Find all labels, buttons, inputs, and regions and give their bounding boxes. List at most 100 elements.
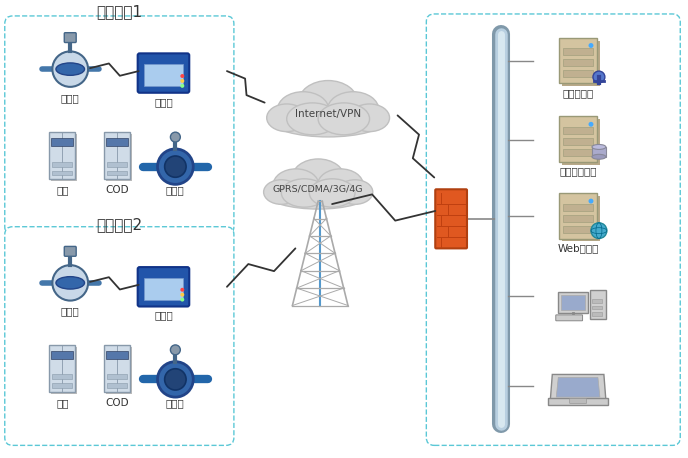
FancyBboxPatch shape (52, 134, 77, 181)
FancyBboxPatch shape (592, 312, 602, 316)
Circle shape (158, 149, 193, 185)
Circle shape (52, 265, 88, 300)
Ellipse shape (273, 169, 319, 201)
FancyBboxPatch shape (52, 347, 77, 394)
FancyBboxPatch shape (559, 38, 597, 83)
FancyBboxPatch shape (559, 116, 597, 162)
Circle shape (591, 223, 607, 239)
Ellipse shape (281, 179, 327, 207)
Ellipse shape (271, 104, 385, 137)
FancyBboxPatch shape (5, 16, 234, 234)
FancyBboxPatch shape (562, 41, 600, 86)
FancyBboxPatch shape (558, 292, 588, 313)
FancyBboxPatch shape (590, 290, 606, 319)
FancyBboxPatch shape (563, 70, 593, 77)
Ellipse shape (277, 92, 329, 128)
Ellipse shape (56, 63, 85, 75)
Circle shape (171, 132, 180, 142)
FancyBboxPatch shape (106, 347, 131, 394)
FancyBboxPatch shape (107, 170, 127, 175)
Text: Web服务器: Web服务器 (557, 244, 599, 253)
FancyBboxPatch shape (106, 351, 128, 359)
Ellipse shape (292, 159, 345, 199)
FancyBboxPatch shape (50, 132, 75, 180)
FancyBboxPatch shape (52, 170, 72, 175)
Ellipse shape (592, 144, 606, 149)
FancyBboxPatch shape (427, 14, 680, 445)
FancyBboxPatch shape (436, 189, 467, 248)
Ellipse shape (337, 180, 373, 204)
FancyBboxPatch shape (138, 54, 189, 93)
Circle shape (180, 288, 184, 292)
Circle shape (180, 293, 184, 297)
Text: 排污企业2: 排污企业2 (96, 217, 142, 232)
FancyBboxPatch shape (592, 299, 602, 303)
FancyBboxPatch shape (52, 351, 73, 359)
FancyBboxPatch shape (592, 305, 602, 310)
Ellipse shape (592, 154, 606, 159)
FancyBboxPatch shape (592, 147, 606, 157)
FancyBboxPatch shape (107, 375, 127, 379)
Circle shape (588, 43, 594, 48)
FancyBboxPatch shape (144, 278, 183, 300)
FancyBboxPatch shape (556, 315, 583, 321)
Polygon shape (557, 377, 600, 397)
Circle shape (180, 79, 184, 83)
Text: 电控阀: 电控阀 (61, 306, 80, 316)
FancyBboxPatch shape (52, 162, 72, 167)
FancyBboxPatch shape (559, 193, 597, 239)
Circle shape (171, 345, 180, 355)
Ellipse shape (310, 179, 355, 207)
FancyBboxPatch shape (64, 246, 76, 256)
Text: COD: COD (105, 185, 129, 196)
FancyBboxPatch shape (144, 64, 183, 86)
FancyBboxPatch shape (563, 127, 593, 134)
FancyBboxPatch shape (562, 196, 600, 241)
FancyBboxPatch shape (562, 120, 600, 165)
Text: 电控阀: 电控阀 (61, 93, 80, 103)
Text: 氨氮: 氨氮 (56, 398, 69, 408)
Circle shape (180, 74, 184, 78)
Text: Internet/VPN: Internet/VPN (295, 109, 361, 120)
FancyBboxPatch shape (52, 375, 72, 379)
Ellipse shape (318, 103, 369, 135)
Polygon shape (550, 375, 606, 400)
Text: 数据库服务器: 数据库服务器 (559, 167, 597, 177)
Text: 数采仪: 数采仪 (154, 97, 173, 107)
Text: GPRS/CDMA/3G/4G: GPRS/CDMA/3G/4G (273, 185, 363, 194)
Text: 流量计: 流量计 (166, 185, 185, 196)
Ellipse shape (267, 104, 307, 131)
FancyBboxPatch shape (563, 49, 593, 55)
Circle shape (180, 84, 184, 88)
Text: 数采仪: 数采仪 (154, 311, 173, 321)
Ellipse shape (264, 180, 299, 204)
FancyBboxPatch shape (563, 226, 593, 233)
Circle shape (158, 362, 193, 397)
FancyBboxPatch shape (106, 138, 128, 146)
FancyBboxPatch shape (563, 215, 593, 222)
Circle shape (52, 51, 88, 87)
FancyBboxPatch shape (104, 345, 130, 392)
Text: 流量计: 流量计 (166, 398, 185, 408)
Circle shape (588, 122, 594, 127)
FancyBboxPatch shape (50, 345, 75, 392)
FancyBboxPatch shape (5, 227, 234, 445)
FancyBboxPatch shape (52, 138, 73, 146)
FancyBboxPatch shape (563, 149, 593, 156)
Circle shape (164, 369, 186, 390)
Circle shape (588, 199, 594, 203)
Text: COD: COD (105, 398, 129, 408)
FancyBboxPatch shape (64, 33, 76, 43)
Text: 氨氮: 氨氮 (56, 185, 69, 196)
Circle shape (180, 298, 184, 301)
FancyBboxPatch shape (548, 398, 608, 405)
FancyBboxPatch shape (104, 132, 130, 180)
FancyBboxPatch shape (563, 138, 593, 145)
FancyBboxPatch shape (52, 383, 72, 388)
Ellipse shape (298, 81, 358, 125)
FancyBboxPatch shape (107, 383, 127, 388)
FancyBboxPatch shape (106, 134, 131, 181)
FancyBboxPatch shape (138, 267, 189, 306)
Text: 排污企业1: 排污企业1 (96, 5, 142, 20)
Ellipse shape (327, 92, 379, 128)
